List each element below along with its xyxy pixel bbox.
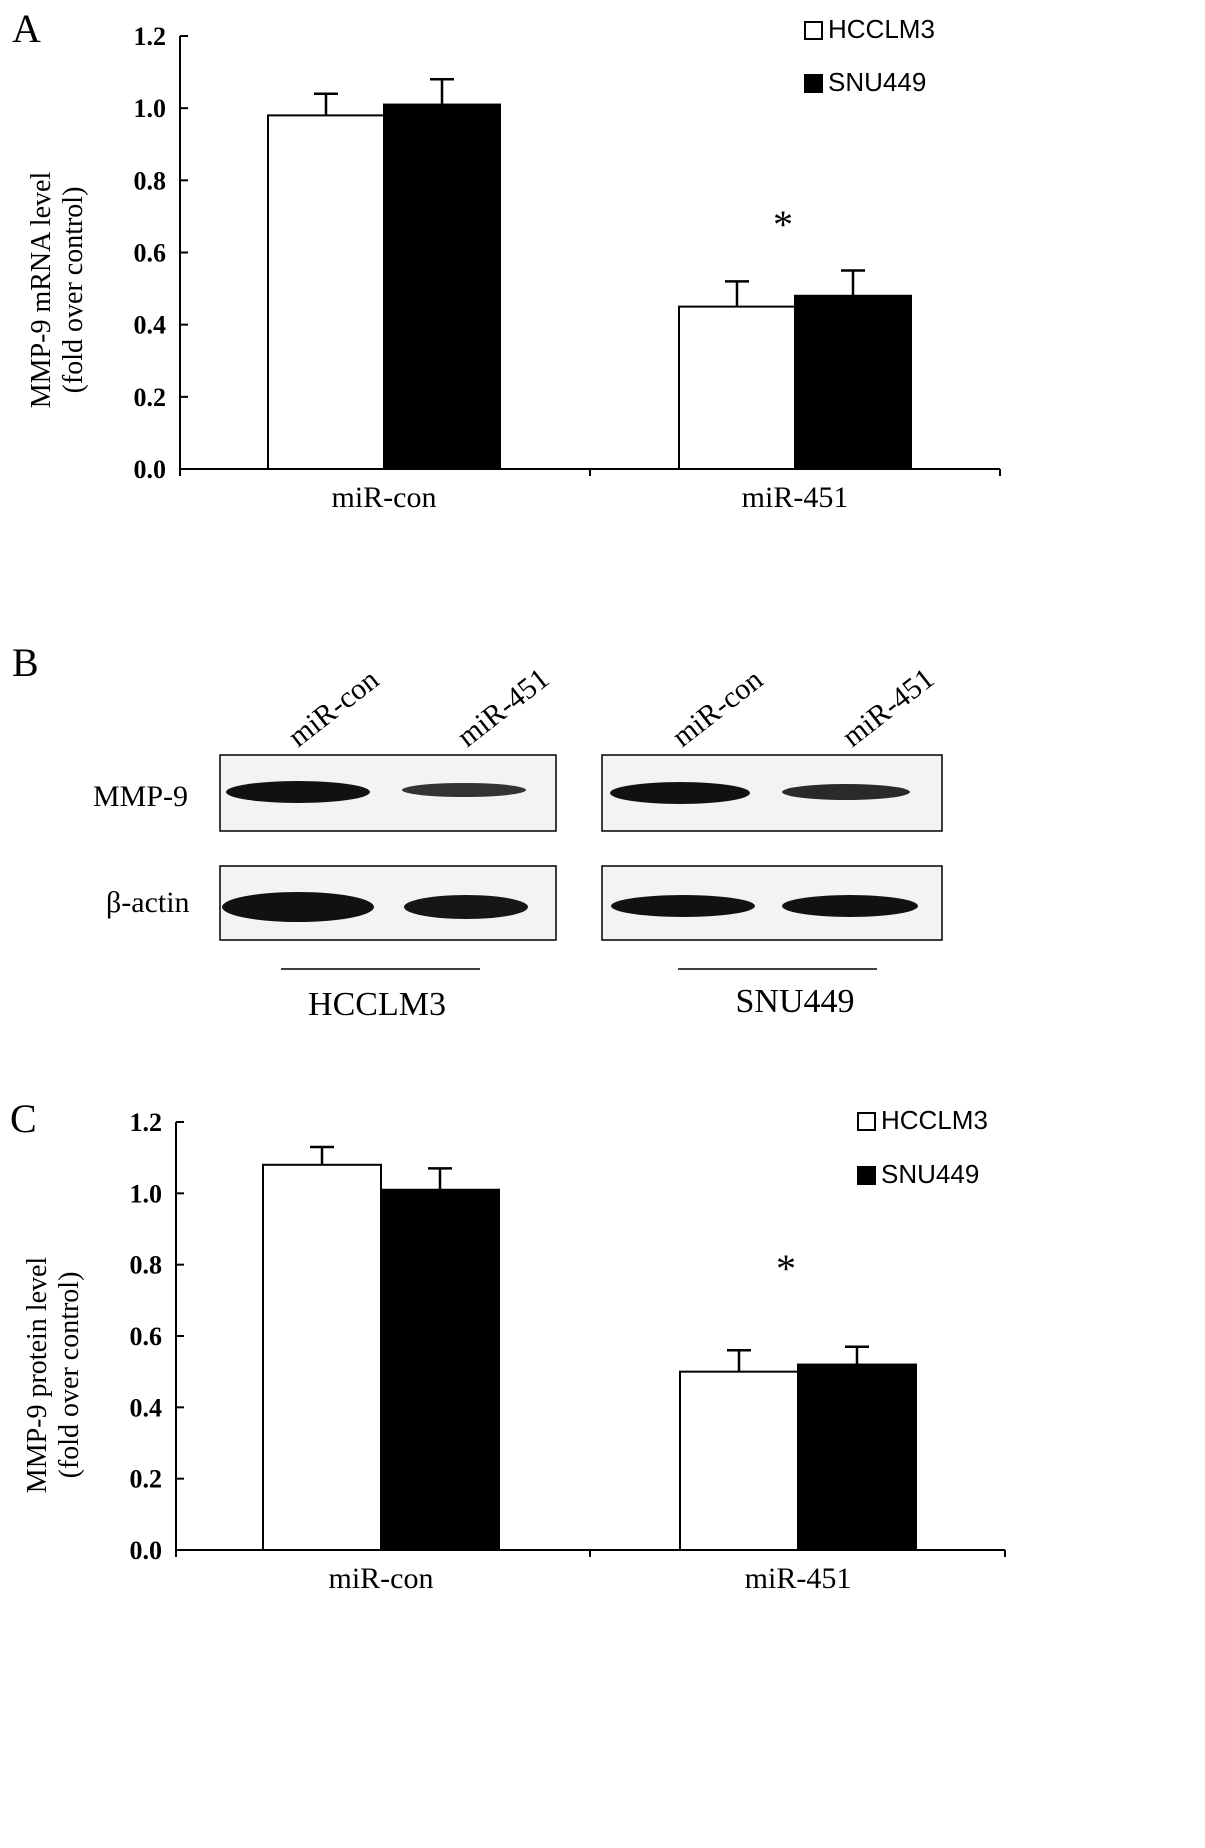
- y-tick-label: 0.8: [130, 1251, 163, 1280]
- panel-c-plot-area: 0.0 0.2 0.4 0.6 0.8 1.0 1.2 miR-con miR-451 *: [130, 1108, 1006, 1595]
- bar-snu449-mir-451: [797, 1363, 917, 1551]
- lane-label-snu449-mir-451: miR-451: [836, 662, 940, 754]
- significance-star: *: [776, 1246, 796, 1291]
- blot-box-hcclm3-beta-actin: [219, 865, 557, 941]
- bar-hcclm3-mir-con: [267, 114, 385, 470]
- y-axis-title-line2: (fold over control): [54, 1272, 85, 1479]
- bar-hcclm3-mir-451: [679, 1370, 799, 1551]
- y-tick-label: 0.0: [134, 455, 167, 484]
- panel-a-chart: A MMP-9 mRNA level (fold over control) 0…: [12, 6, 1001, 514]
- panel-letter-a: A: [12, 6, 41, 51]
- panel-a-plot-area: 0.0 0.2 0.4 0.6 0.8 1.0 1.2 miR-con miR-451 *: [134, 22, 1001, 514]
- significance-star: *: [773, 202, 793, 247]
- cell-line-label-snu449: SNU449: [735, 983, 854, 1020]
- bar-hcclm3-mir-con: [262, 1163, 382, 1552]
- panel-c-y-axis-title: MMP-9 protein level (fold over control): [22, 1257, 85, 1494]
- y-tick-label: 0.2: [130, 1465, 163, 1494]
- blot-box-hcclm3-mmp9: [219, 754, 557, 832]
- y-axis-title-line2: (fold over control): [58, 187, 89, 394]
- y-tick-label: 1.2: [134, 22, 167, 51]
- y-tick-label: 0.4: [130, 1393, 163, 1422]
- panel-c-chart: C MMP-9 protein level (fold over control…: [10, 1096, 1006, 1595]
- y-tick-label: 0.6: [134, 239, 167, 268]
- x-category-label: miR-con: [329, 1562, 434, 1595]
- y-tick-label: 1.0: [130, 1179, 163, 1208]
- y-tick-label: 0.0: [130, 1536, 163, 1565]
- lane-label-hcclm3-mir-451: miR-451: [451, 662, 555, 754]
- row-label-mmp9: MMP-9: [93, 780, 188, 813]
- panel-c-legend: HCCLM3 SNU449: [857, 1105, 988, 1189]
- legend-label-snu449: SNU449: [881, 1159, 979, 1189]
- x-category-label: miR-451: [742, 481, 849, 514]
- legend-label-hcclm3: HCCLM3: [881, 1105, 988, 1135]
- x-category-label: miR-451: [745, 1562, 852, 1595]
- y-tick-label: 0.8: [134, 166, 167, 195]
- legend-label-hcclm3: HCCLM3: [828, 14, 935, 44]
- panel-letter-c: C: [10, 1096, 37, 1141]
- panel-a-y-axis-title: MMP-9 mRNA level (fold over control): [26, 172, 89, 409]
- legend-swatch-hcclm3: [804, 21, 823, 40]
- x-category-label: miR-con: [332, 481, 437, 514]
- y-tick-label: 0.4: [134, 311, 167, 340]
- panel-letter-b: B: [12, 640, 39, 685]
- bar-hcclm3-mir-451: [678, 305, 796, 470]
- panel-a-legend: HCCLM3 SNU449: [804, 14, 935, 97]
- bar-snu449-mir-con: [383, 103, 501, 471]
- lane-label-snu449-mir-con: miR-con: [666, 663, 769, 754]
- legend-swatch-snu449: [857, 1166, 876, 1185]
- legend-swatch-hcclm3: [857, 1112, 876, 1131]
- bar-snu449-mir-451: [794, 294, 912, 470]
- legend-label-snu449: SNU449: [828, 67, 926, 97]
- bar-snu449-mir-con: [380, 1188, 500, 1552]
- cell-line-label-hcclm3: HCCLM3: [308, 986, 446, 1023]
- y-tick-label: 1.0: [134, 94, 167, 123]
- lane-label-hcclm3-mir-con: miR-con: [282, 663, 385, 754]
- y-tick-label: 0.2: [134, 383, 167, 412]
- y-axis-title-line1: MMP-9 protein level: [22, 1257, 53, 1494]
- y-axis-title-line1: MMP-9 mRNA level: [26, 172, 57, 409]
- y-tick-label: 0.6: [130, 1322, 163, 1351]
- row-label-beta-actin: β-actin: [106, 886, 190, 919]
- blot-box-snu449-beta-actin: [601, 865, 943, 941]
- legend-swatch-snu449: [804, 74, 823, 93]
- y-tick-label: 1.2: [130, 1108, 163, 1137]
- blot-box-snu449-mmp9: [601, 754, 943, 832]
- panel-b-western-blot: B miR-con miR-451 miR-con miR-451 MMP-9 …: [12, 640, 943, 1023]
